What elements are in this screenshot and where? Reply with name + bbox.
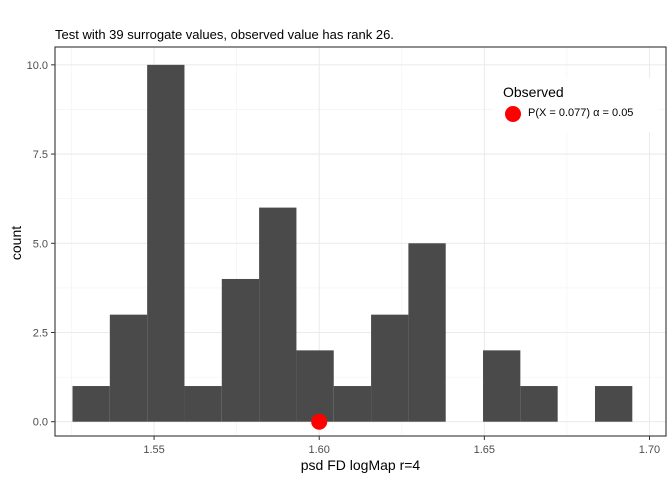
histogram-bar <box>408 243 446 422</box>
histogram-bar <box>147 64 185 422</box>
legend-label: P(X = 0.077) α = 0.05 <box>528 107 634 119</box>
histogram-bars <box>72 64 633 422</box>
histogram-bar <box>72 386 110 422</box>
observed-value-marker <box>311 413 328 430</box>
y-tick-label: 5.0 <box>33 238 48 250</box>
y-axis-label: count <box>8 225 24 261</box>
panel-border-rect <box>54 46 667 437</box>
histogram-bar <box>520 386 558 422</box>
histogram-bar <box>109 314 148 422</box>
histogram-bar <box>221 278 260 422</box>
x-axis-ticks: 1.55 1.60 1.65 1.70 <box>143 436 660 456</box>
histogram-bar <box>594 386 633 422</box>
x-axis-label: psd FD logMap r=4 <box>300 457 421 473</box>
x-tick-label: 1.65 <box>474 444 495 456</box>
chart-title: Test with 39 surrogate values, observed … <box>55 27 394 42</box>
legend: Observed P(X = 0.077) α = 0.05 <box>493 78 659 132</box>
histogram-bar <box>333 386 372 422</box>
y-tick-label: 0.0 <box>33 417 48 429</box>
x-tick-label: 1.70 <box>639 444 660 456</box>
y-tick-label: 7.5 <box>33 149 48 161</box>
observed-marker-layer <box>311 413 328 430</box>
legend-observed-dot-icon <box>505 106 521 122</box>
histogram-bar <box>259 207 297 422</box>
x-tick-label: 1.55 <box>143 444 164 456</box>
histogram-bar <box>483 350 521 422</box>
histogram-bar <box>371 314 409 422</box>
y-tick-label: 10.0 <box>27 60 48 72</box>
panel-border <box>54 46 667 437</box>
histogram-bar <box>184 386 222 422</box>
y-tick-label: 2.5 <box>33 328 48 340</box>
histogram-bar <box>296 350 334 422</box>
x-tick-label: 1.60 <box>309 444 330 456</box>
y-axis-ticks: 0.0 2.5 5.0 7.5 10.0 <box>27 60 55 429</box>
legend-title: Observed <box>503 84 564 100</box>
